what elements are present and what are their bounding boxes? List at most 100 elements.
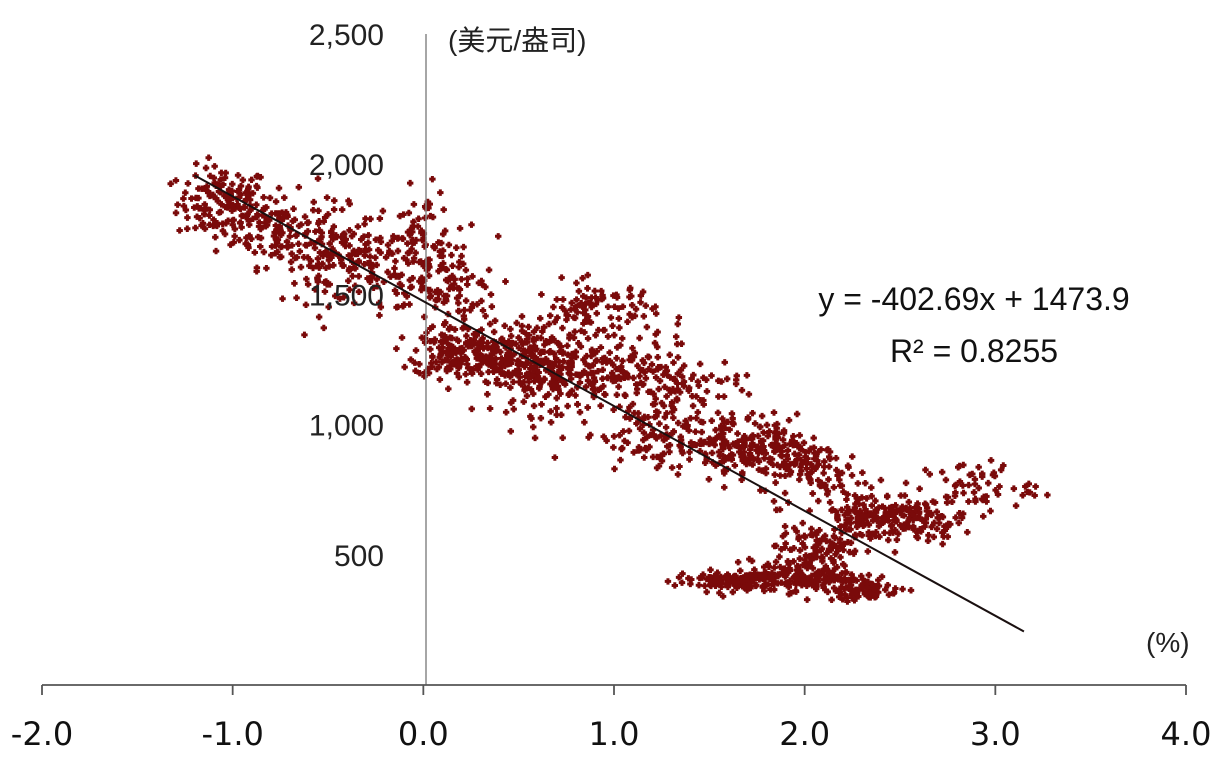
scatter-point	[453, 370, 461, 377]
scatter-point	[630, 353, 638, 360]
scatter-point	[557, 390, 564, 397]
scatter-point	[585, 299, 592, 306]
scatter-point	[734, 430, 741, 437]
scatter-point	[799, 519, 806, 527]
x-tick-label: 2.0	[779, 715, 830, 753]
scatter-point	[835, 593, 843, 601]
scatter-point	[553, 394, 560, 402]
scatter-point	[661, 414, 669, 421]
scatter-point	[415, 215, 422, 222]
scatter-point	[721, 574, 729, 581]
scatter-point	[808, 525, 815, 533]
scatter-point	[823, 550, 830, 557]
scatter-point	[257, 243, 264, 250]
scatter-point	[660, 436, 668, 444]
scatter-point	[279, 229, 286, 236]
scatter-point	[652, 303, 659, 310]
scatter-point	[316, 264, 323, 271]
scatter-point	[699, 419, 707, 426]
scatter-point	[304, 254, 311, 261]
scatter-point	[785, 416, 793, 424]
scatter-point	[386, 250, 393, 257]
scatter-point	[376, 215, 384, 222]
scatter-point	[398, 334, 406, 341]
scatter-point	[844, 507, 851, 515]
scatter-point	[820, 576, 828, 583]
scatter-point	[770, 409, 778, 416]
scatter-point	[469, 273, 476, 280]
scatter-point	[288, 266, 295, 273]
scatter-point	[748, 557, 756, 565]
scatter-point	[670, 414, 677, 422]
scatter-point	[689, 402, 697, 410]
scatter-point	[573, 279, 580, 287]
scatter-point	[548, 378, 556, 385]
scatter-point	[540, 375, 548, 383]
scatter-point	[1012, 502, 1020, 509]
scatter-point	[479, 307, 487, 314]
scatter-point	[336, 295, 344, 302]
scatter-point	[326, 281, 333, 288]
scatter-point	[685, 575, 692, 582]
scatter-point	[439, 247, 447, 254]
scatter-point	[498, 336, 505, 343]
r-squared-label: R² = 0.8255	[890, 333, 1058, 369]
scatter-point	[656, 377, 664, 385]
scatter-point	[435, 290, 442, 298]
scatter-point	[592, 332, 599, 339]
scatter-point	[859, 580, 866, 588]
scatter-point	[807, 445, 814, 452]
scatter-point	[647, 388, 655, 396]
scatter-point	[412, 347, 420, 354]
scatter-point	[739, 451, 746, 459]
scatter-point	[201, 201, 208, 208]
scatter-point	[453, 244, 460, 251]
scatter-point	[433, 365, 441, 373]
scatter-point	[532, 356, 539, 363]
scatter-point	[249, 190, 257, 197]
scatter-point	[587, 431, 594, 439]
scatter-point	[674, 354, 682, 361]
scatter-point	[328, 228, 335, 235]
scatter-point	[410, 201, 418, 208]
scatter-point	[619, 357, 626, 365]
scatter-point	[510, 405, 517, 413]
scatter-point	[858, 572, 865, 580]
scatter-point	[446, 324, 454, 331]
scatter-point	[566, 390, 573, 398]
scatter-point	[462, 297, 470, 304]
scatter-point	[478, 297, 485, 305]
scatter-point	[478, 326, 485, 333]
scatter-point	[985, 479, 992, 487]
scatter-point	[837, 554, 844, 561]
scatter-point	[875, 523, 883, 530]
scatter-point	[952, 514, 959, 521]
scatter-point	[899, 585, 906, 593]
scatter-point	[613, 365, 620, 373]
scatter-point	[787, 468, 795, 475]
scatter-point	[601, 326, 608, 334]
scatter-point	[626, 356, 633, 364]
scatter-point	[537, 350, 544, 357]
scatter-point	[771, 448, 779, 455]
scatter-point	[537, 315, 544, 322]
scatter-point	[564, 402, 571, 410]
scatter-point	[455, 308, 463, 315]
scatter-point	[405, 249, 413, 256]
scatter-point	[559, 434, 566, 442]
scatter-point	[599, 366, 606, 374]
scatter-point	[956, 462, 963, 470]
scatter-point	[253, 268, 260, 275]
scatter-point	[512, 368, 520, 376]
scatter-point	[886, 504, 893, 512]
scatter-point	[320, 324, 328, 332]
scatter-point	[323, 249, 331, 256]
scatter-point	[653, 435, 660, 442]
scatter-point	[431, 243, 438, 251]
scatter-point	[487, 291, 495, 298]
scatter-point	[453, 336, 460, 343]
scatter-point	[864, 548, 872, 555]
scatter-point	[673, 395, 681, 402]
scatter-point	[244, 241, 251, 248]
scatter-point	[601, 354, 608, 362]
